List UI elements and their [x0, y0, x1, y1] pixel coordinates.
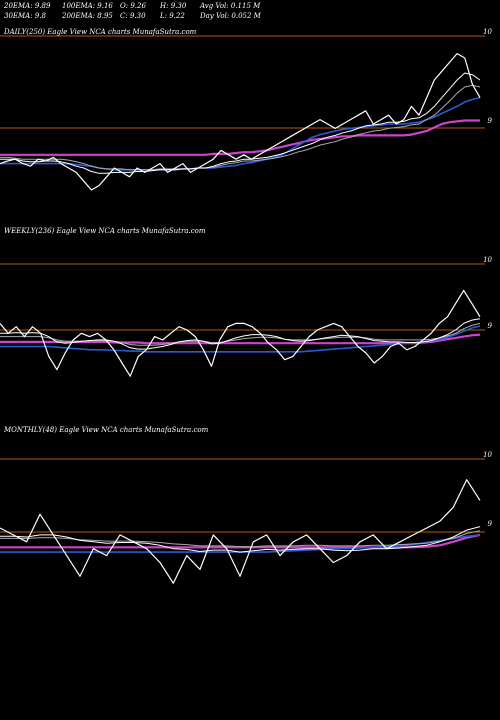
monthly-ema-fast-line: [0, 526, 481, 553]
daily-ytick-9: 9: [487, 117, 492, 125]
daily-price-line: [0, 52, 481, 191]
daily-ema-long-line: [0, 119, 480, 156]
header-200ema: 200EMA: 8.95: [62, 12, 113, 20]
monthly-ema-long-line: [0, 533, 481, 549]
daily-ema-slow-line: [0, 96, 481, 171]
monthly-ema-mid-line: [0, 530, 481, 548]
daily-ema-mid-line: [0, 84, 481, 171]
weekly-ema-fast-line: [0, 318, 481, 350]
header-open: O: 9.26: [120, 2, 146, 10]
daily-ytick-10: 10: [483, 28, 492, 36]
header-100ema: 100EMA: 9.16: [62, 2, 113, 10]
header-20ema: 20EMA: 9.89: [4, 2, 51, 10]
weekly-price-line: [0, 289, 481, 377]
header-30ema: 30EMA: 9.8: [4, 12, 46, 20]
monthly-ytick-10: 10: [483, 451, 492, 459]
header-avg-vol: Avg Vol: 0.115 M: [200, 2, 261, 10]
header-close: C: 9.30: [120, 12, 146, 20]
weekly-panel-title: WEEKLY(236) Eagle View NCA charts Munafa…: [4, 227, 206, 235]
monthly-panel-title: MONTHLY(48) Eagle View NCA charts Munafa…: [4, 426, 209, 434]
header-high: H: 9.30: [160, 2, 187, 10]
weekly-ytick-9: 9: [487, 322, 492, 330]
daily-panel-title: DAILY(250) Eagle View NCA charts MunafaS…: [4, 28, 197, 36]
header-day-vol: Day Vol: 0.052 M: [200, 12, 261, 20]
weekly-ytick-10: 10: [483, 256, 492, 264]
monthly-price-line: [0, 479, 481, 584]
monthly-ytick-9: 9: [487, 520, 492, 528]
header-low: L: 9.22: [160, 12, 185, 20]
